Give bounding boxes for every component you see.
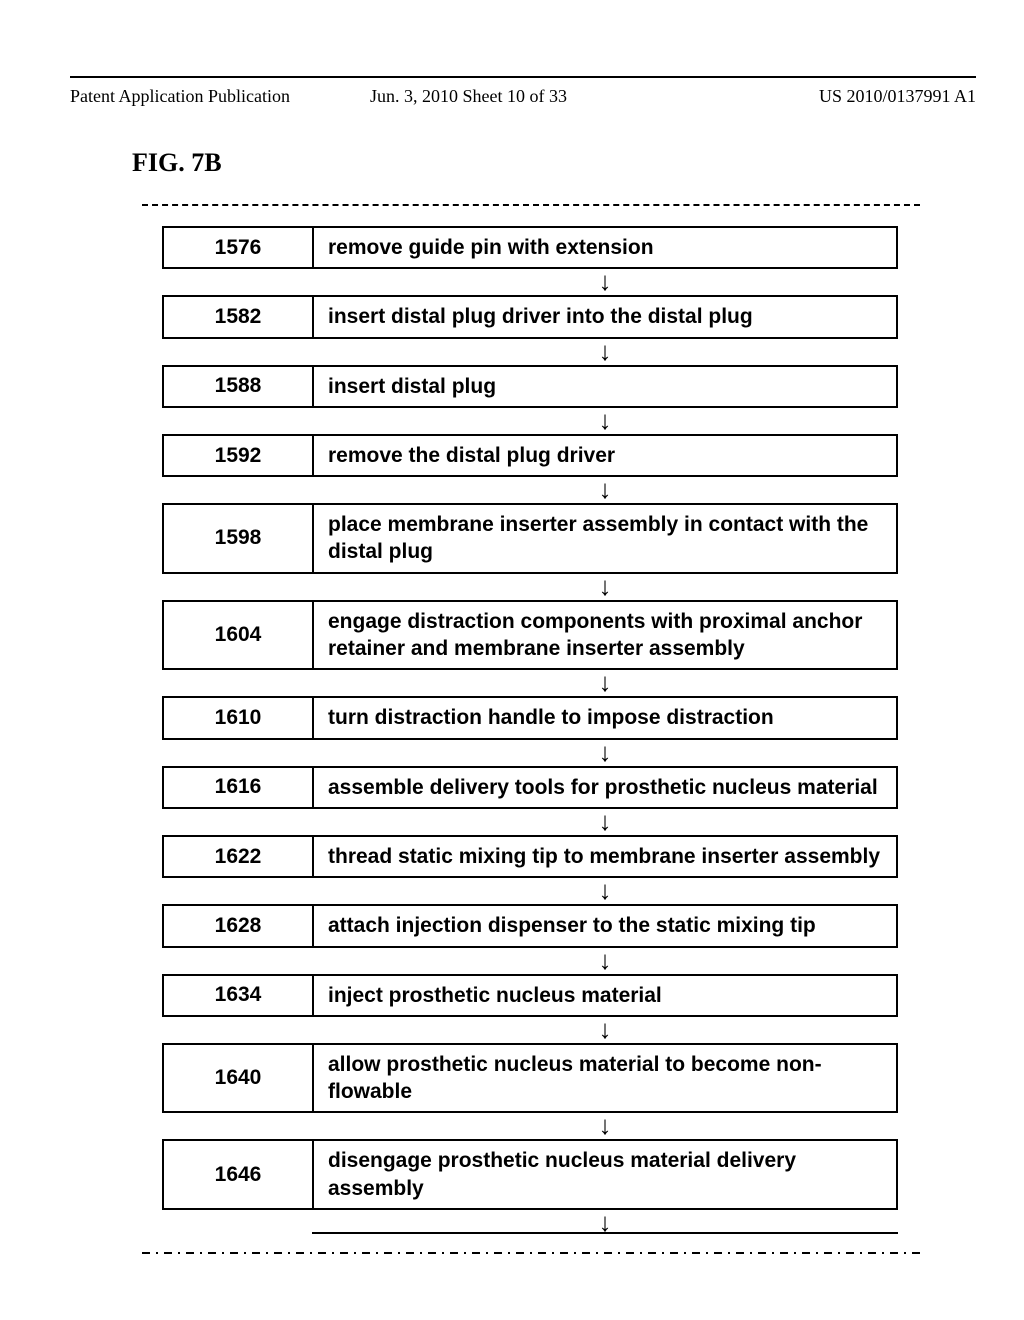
flow-arrow: ↓ bbox=[312, 1113, 898, 1139]
step-number: 1616 bbox=[164, 768, 314, 807]
step-number: 1628 bbox=[164, 906, 314, 945]
flow-arrow: ↓ bbox=[312, 809, 898, 835]
step-number: 1610 bbox=[164, 698, 314, 737]
flow-step: 1582 insert distal plug driver into the … bbox=[162, 295, 898, 338]
header-left-text: Patent Application Publication bbox=[70, 86, 290, 107]
header-center-text: Jun. 3, 2010 Sheet 10 of 33 bbox=[370, 86, 567, 107]
step-description: insert distal plug driver into the dista… bbox=[314, 297, 896, 336]
flow-arrow: ↓ bbox=[312, 1210, 898, 1236]
flow-step: 1640 allow prosthetic nucleus material t… bbox=[162, 1043, 898, 1114]
flow-arrow: ↓ bbox=[312, 670, 898, 696]
flow-arrow: ↓ bbox=[312, 269, 898, 295]
step-description: remove guide pin with extension bbox=[314, 228, 896, 267]
flow-arrow: ↓ bbox=[312, 878, 898, 904]
step-description: insert distal plug bbox=[314, 367, 896, 406]
step-number: 1598 bbox=[164, 505, 314, 572]
step-number: 1582 bbox=[164, 297, 314, 336]
step-number: 1576 bbox=[164, 228, 314, 267]
flow-arrow: ↓ bbox=[312, 1017, 898, 1043]
flow-step: 1598 place membrane inserter assembly in… bbox=[162, 503, 898, 574]
step-description: thread static mixing tip to membrane ins… bbox=[314, 837, 896, 876]
flow-arrow: ↓ bbox=[312, 574, 898, 600]
step-number: 1604 bbox=[164, 602, 314, 669]
flow-step: 1616 assemble delivery tools for prosthe… bbox=[162, 766, 898, 809]
step-number: 1588 bbox=[164, 367, 314, 406]
flow-arrow: ↓ bbox=[312, 339, 898, 365]
step-description: place membrane inserter assembly in cont… bbox=[314, 505, 896, 572]
step-description: inject prosthetic nucleus material bbox=[314, 976, 896, 1015]
step-number: 1640 bbox=[164, 1045, 314, 1112]
flow-step: 1622 thread static mixing tip to membran… bbox=[162, 835, 898, 878]
header-right-text: US 2010/0137991 A1 bbox=[819, 86, 976, 107]
step-number: 1622 bbox=[164, 837, 314, 876]
step-number: 1634 bbox=[164, 976, 314, 1015]
flowchart-bottom-border bbox=[142, 1252, 920, 1254]
flow-arrow: ↓ bbox=[312, 740, 898, 766]
step-description: turn distraction handle to impose distra… bbox=[314, 698, 896, 737]
flow-step: 1592 remove the distal plug driver bbox=[162, 434, 898, 477]
flowchart-steps: 1576 remove guide pin with extension ↓ 1… bbox=[162, 226, 898, 1234]
flow-step: 1628 attach injection dispenser to the s… bbox=[162, 904, 898, 947]
step-description: remove the distal plug driver bbox=[314, 436, 896, 475]
flow-step: 1634 inject prosthetic nucleus material bbox=[162, 974, 898, 1017]
flow-step: 1646 disengage prosthetic nucleus materi… bbox=[162, 1139, 898, 1210]
step-number: 1646 bbox=[164, 1141, 314, 1208]
header-rule bbox=[70, 76, 976, 78]
step-number: 1592 bbox=[164, 436, 314, 475]
step-description: disengage prosthetic nucleus material de… bbox=[314, 1141, 896, 1208]
flow-step: 1588 insert distal plug bbox=[162, 365, 898, 408]
step-description: allow prosthetic nucleus material to bec… bbox=[314, 1045, 896, 1112]
flow-step: 1576 remove guide pin with extension bbox=[162, 226, 898, 269]
flow-step: 1604 engage distraction components with … bbox=[162, 600, 898, 671]
flow-step: 1610 turn distraction handle to impose d… bbox=[162, 696, 898, 739]
step-description: assemble delivery tools for prosthetic n… bbox=[314, 768, 896, 807]
flow-arrow: ↓ bbox=[312, 477, 898, 503]
flow-arrow: ↓ bbox=[312, 408, 898, 434]
step-description: engage distraction components with proxi… bbox=[314, 602, 896, 669]
step-description: attach injection dispenser to the static… bbox=[314, 906, 896, 945]
flow-arrow: ↓ bbox=[312, 948, 898, 974]
figure-label: FIG. 7B bbox=[132, 148, 222, 178]
